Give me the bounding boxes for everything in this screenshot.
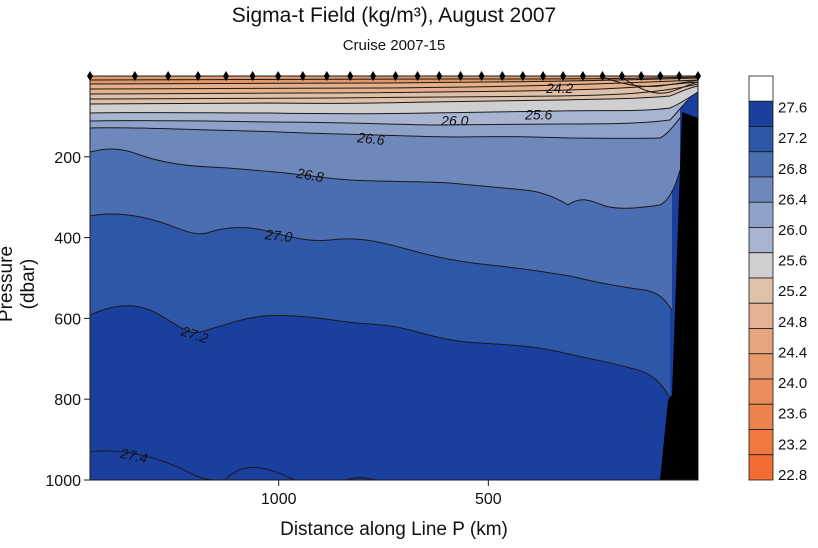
colorbar-label: 24.8 [778,314,807,331]
contour-label: 26.8 [294,165,325,186]
contour-label-group: 24.226.0 25.626.626.827.027.227.4 [118,80,573,466]
colorbar-label: 26.8 [778,161,807,178]
contour-label: 26.0 [440,112,468,128]
station-marker [347,71,354,81]
station-marker [299,71,306,81]
station-marker [223,71,230,81]
station-marker [436,71,443,81]
bathymetry [660,112,698,480]
y-tick-label: 600 [54,311,81,328]
contour-label: 24.2 [545,80,573,96]
colorbar-band [748,429,774,456]
station-marker [370,71,377,81]
y-tick-label: 200 [54,150,81,167]
chart-subtitle: Cruise 2007-15 [342,37,446,54]
station-markers [87,71,701,81]
colorbar-band [748,100,774,127]
contour-label: 27.0 [263,226,293,245]
station-marker [676,71,683,81]
colorbar-label: 27.2 [778,130,807,147]
x-axis-label: Distance along Line P (km) [280,519,508,540]
colorbar-band [748,252,774,279]
x-tick-label: 1000 [261,491,297,508]
colorbar-label: 27.6 [778,100,807,117]
station-marker [657,71,664,81]
colorbar-band [748,176,774,203]
band-surface [90,76,698,84]
colorbar-band [748,227,774,254]
station-marker [478,71,485,81]
axis-ticks: 200 400 600 800 1000 1000 500 [45,150,501,508]
colorbar-label: 24.0 [778,375,807,392]
station-marker [457,71,464,81]
station-marker [499,71,506,81]
colorbar: 27.6 27.2 26.8 26.4 26.0 25.6 25.2 24.8 24.4 24.0… [748,75,807,484]
colorbar-label: 25.2 [778,283,807,300]
colorbar-band [748,75,774,102]
station-marker [87,71,93,81]
colorbar-band [748,151,774,178]
station-marker [392,71,399,81]
contour-label: 25.6 [524,106,552,122]
station-marker [414,71,421,81]
station-marker [579,71,586,81]
station-marker [695,71,701,81]
colorbar-band [748,201,774,228]
colorbar-label: 23.6 [778,406,807,423]
colorbar-band [748,328,774,355]
colorbar-label: 26.4 [778,191,807,208]
y-tick-label: 800 [54,392,81,409]
colorbar-band [748,277,774,304]
station-marker [165,71,172,81]
station-marker [519,71,526,81]
colorbar-label: 24.4 [778,344,807,361]
station-marker [540,71,547,81]
colorbar-band [748,353,774,380]
colorbar-band [748,454,774,481]
station-marker [560,71,567,81]
y-tick-label: 1000 [45,473,81,490]
colorbar-label: 26.0 [778,222,807,239]
colorbar-band [748,378,774,405]
station-marker [195,71,202,81]
chart-title: Sigma-t Field (kg/m³), August 2007 [231,4,557,27]
colorbar-band [748,403,774,430]
colorbar-band [748,126,774,153]
station-marker [275,71,282,81]
station-marker [599,71,606,81]
station-marker [323,71,330,81]
plot-area [90,76,698,480]
station-marker [618,71,625,81]
contour-label: 27.4 [118,445,149,467]
colorbar-label: 23.2 [778,436,807,453]
colorbar-band [748,302,774,329]
station-marker [131,71,138,81]
colorbar-label: 22.8 [778,467,807,484]
y-tick-label: 400 [54,231,81,248]
contour-label: 26.6 [356,129,386,148]
x-tick-label: 500 [475,491,502,508]
station-marker [249,71,256,81]
colorbar-label: 25.6 [778,253,807,270]
station-marker [638,71,645,81]
